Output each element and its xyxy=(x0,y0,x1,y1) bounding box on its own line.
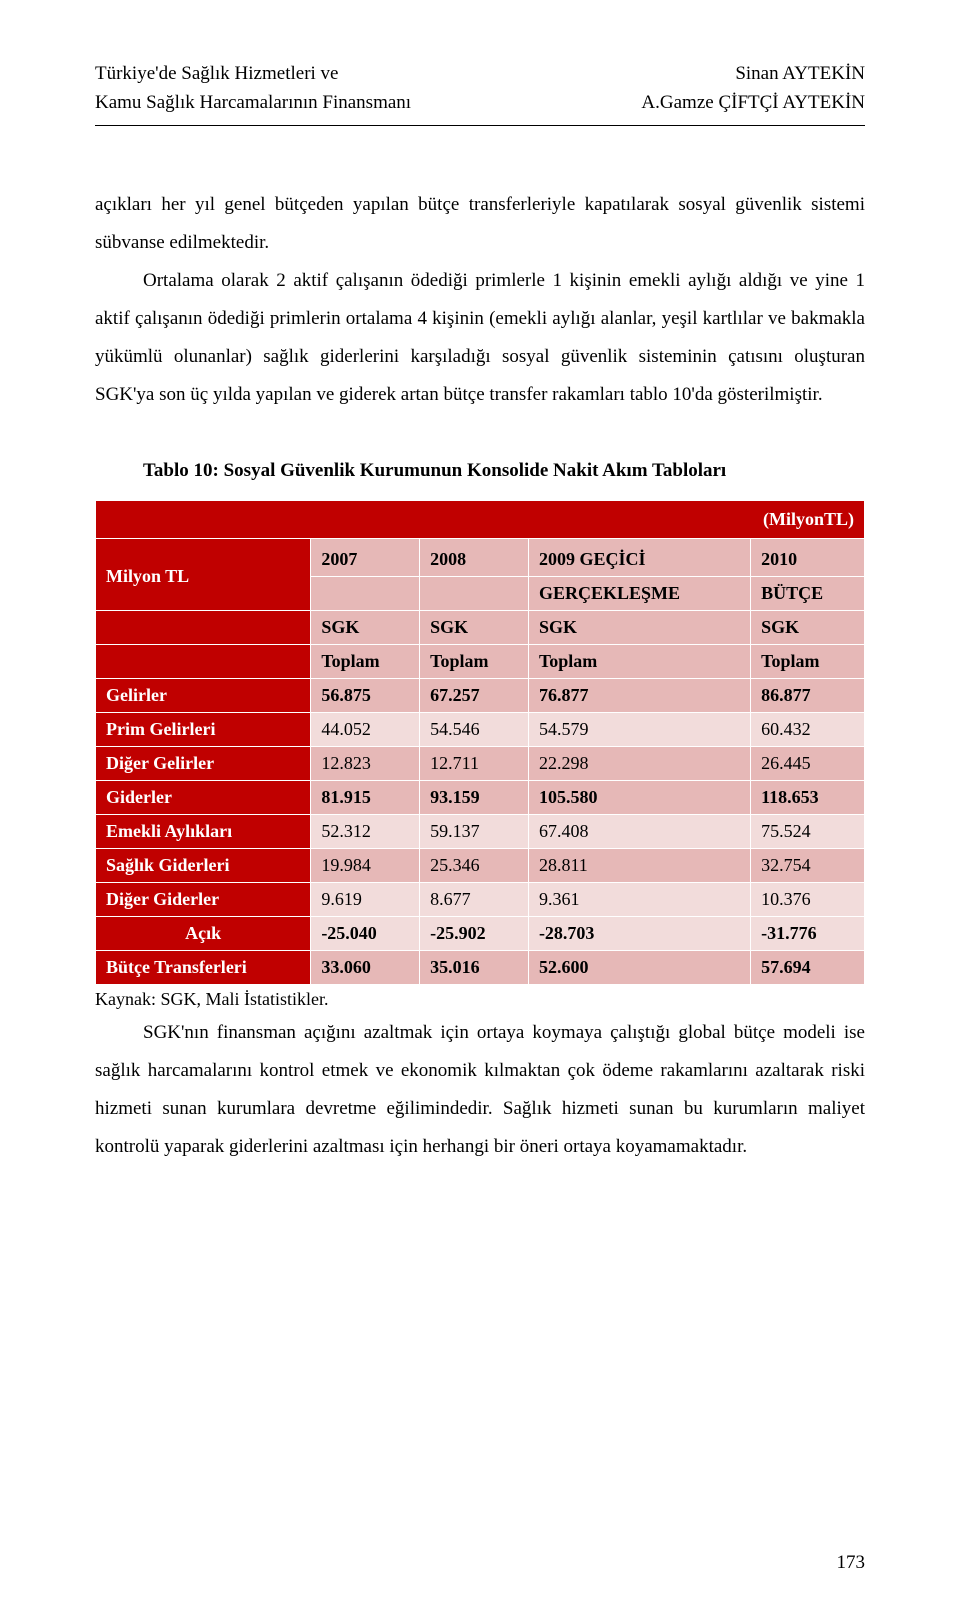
row-label: Giderler xyxy=(96,781,311,815)
table-row: Sağlık Giderleri 19.984 25.346 28.811 32… xyxy=(96,849,865,883)
page-number: 173 xyxy=(837,1552,866,1574)
header-right-line1: Sinan AYTEKİN xyxy=(641,60,865,89)
row-label: Sağlık Giderleri xyxy=(96,849,311,883)
col-sgk-3: SGK xyxy=(528,611,750,645)
table-title: Tablo 10: Sosyal Güvenlik Kurumunun Kons… xyxy=(95,452,865,490)
table-header-years: Milyon TL 2007 2008 2009 GEÇİCİ 2010 xyxy=(96,539,865,577)
cell: 105.580 xyxy=(528,781,750,815)
cell: 33.060 xyxy=(311,951,420,985)
cell: 52.600 xyxy=(528,951,750,985)
row-label: Emekli Aylıkları xyxy=(96,815,311,849)
cell: 8.677 xyxy=(420,883,529,917)
row-label: Diğer Giderler xyxy=(96,883,311,917)
cell: 118.653 xyxy=(751,781,865,815)
col-2007: 2007 xyxy=(311,539,420,577)
table-row: Diğer Gelirler 12.823 12.711 22.298 26.4… xyxy=(96,747,865,781)
cell: 44.052 xyxy=(311,713,420,747)
cell: 35.016 xyxy=(420,951,529,985)
cell: 57.694 xyxy=(751,951,865,985)
col-toplam-1: Toplam xyxy=(311,645,420,679)
cell: 26.445 xyxy=(751,747,865,781)
table-row: Giderler 81.915 93.159 105.580 118.653 xyxy=(96,781,865,815)
toplam-label-empty xyxy=(96,645,311,679)
col-2009: 2009 GEÇİCİ xyxy=(528,539,750,577)
cell: 81.915 xyxy=(311,781,420,815)
table-row: Gelirler 56.875 67.257 76.877 86.877 xyxy=(96,679,865,713)
cell: -31.776 xyxy=(751,917,865,951)
col-toplam-3: Toplam xyxy=(528,645,750,679)
header-divider xyxy=(95,125,865,126)
cell: 12.823 xyxy=(311,747,420,781)
table-row: Bütçe Transferleri 33.060 35.016 52.600 … xyxy=(96,951,865,985)
row-label: Gelirler xyxy=(96,679,311,713)
cell: 19.984 xyxy=(311,849,420,883)
cell: 32.754 xyxy=(751,849,865,883)
table-header-sgk: SGK SGK SGK SGK xyxy=(96,611,865,645)
cell: 54.579 xyxy=(528,713,750,747)
header-left-line1: Türkiye'de Sağlık Hizmetleri ve xyxy=(95,60,411,89)
col-toplam-4: Toplam xyxy=(751,645,865,679)
cell: 28.811 xyxy=(528,849,750,883)
table-row: Diğer Giderler 9.619 8.677 9.361 10.376 xyxy=(96,883,865,917)
cell: 67.257 xyxy=(420,679,529,713)
col-sgk-2: SGK xyxy=(420,611,529,645)
col-sub-3: GERÇEKLEŞME xyxy=(528,577,750,611)
paragraph-1: açıkları her yıl genel bütçeden yapılan … xyxy=(95,186,865,262)
cell: 56.875 xyxy=(311,679,420,713)
table-row: Açık -25.040 -25.902 -28.703 -31.776 xyxy=(96,917,865,951)
table-header-toplam: Toplam Toplam Toplam Toplam xyxy=(96,645,865,679)
cell: 59.137 xyxy=(420,815,529,849)
cell: 12.711 xyxy=(420,747,529,781)
cell: 67.408 xyxy=(528,815,750,849)
header-right: Sinan AYTEKİN A.Gamze ÇİFTÇİ AYTEKİN xyxy=(641,60,865,117)
cell: -25.040 xyxy=(311,917,420,951)
cell: 10.376 xyxy=(751,883,865,917)
paragraph-3: SGK'nın finansman açığını azaltmak için … xyxy=(95,1014,865,1166)
row-label: Prim Gelirleri xyxy=(96,713,311,747)
cell: 76.877 xyxy=(528,679,750,713)
cell: -28.703 xyxy=(528,917,750,951)
row-label: Açık xyxy=(96,917,311,951)
row-label: Diğer Gelirler xyxy=(96,747,311,781)
table-source: Kaynak: SGK, Mali İstatistikler. xyxy=(95,989,865,1010)
page-header: Türkiye'de Sağlık Hizmetleri ve Kamu Sağ… xyxy=(95,60,865,117)
sgk-label-empty xyxy=(96,611,311,645)
table-row: Prim Gelirleri 44.052 54.546 54.579 60.4… xyxy=(96,713,865,747)
col-toplam-2: Toplam xyxy=(420,645,529,679)
cell: 75.524 xyxy=(751,815,865,849)
table-unit-row: (MilyonTL) xyxy=(96,501,865,539)
col-sub-4: BÜTÇE xyxy=(751,577,865,611)
cell: 60.432 xyxy=(751,713,865,747)
cell: 93.159 xyxy=(420,781,529,815)
row-label-header: Milyon TL xyxy=(96,539,311,611)
table-unit-cell: (MilyonTL) xyxy=(96,501,865,539)
col-sub-1 xyxy=(311,577,420,611)
col-2008: 2008 xyxy=(420,539,529,577)
cell: 25.346 xyxy=(420,849,529,883)
header-right-line2: A.Gamze ÇİFTÇİ AYTEKİN xyxy=(641,89,865,118)
row-label: Bütçe Transferleri xyxy=(96,951,311,985)
cell: 52.312 xyxy=(311,815,420,849)
header-left: Türkiye'de Sağlık Hizmetleri ve Kamu Sağ… xyxy=(95,60,411,117)
cell: 86.877 xyxy=(751,679,865,713)
col-sub-2 xyxy=(420,577,529,611)
col-2010: 2010 xyxy=(751,539,865,577)
col-sgk-1: SGK xyxy=(311,611,420,645)
cell: 9.619 xyxy=(311,883,420,917)
cell: 22.298 xyxy=(528,747,750,781)
table-row: Emekli Aylıkları 52.312 59.137 67.408 75… xyxy=(96,815,865,849)
paragraph-2: Ortalama olarak 2 aktif çalışanın ödediğ… xyxy=(95,262,865,414)
cell: -25.902 xyxy=(420,917,529,951)
header-left-line2: Kamu Sağlık Harcamalarının Finansmanı xyxy=(95,89,411,118)
col-sgk-4: SGK xyxy=(751,611,865,645)
data-table: (MilyonTL) Milyon TL 2007 2008 2009 GEÇİ… xyxy=(95,500,865,985)
cell: 9.361 xyxy=(528,883,750,917)
cell: 54.546 xyxy=(420,713,529,747)
